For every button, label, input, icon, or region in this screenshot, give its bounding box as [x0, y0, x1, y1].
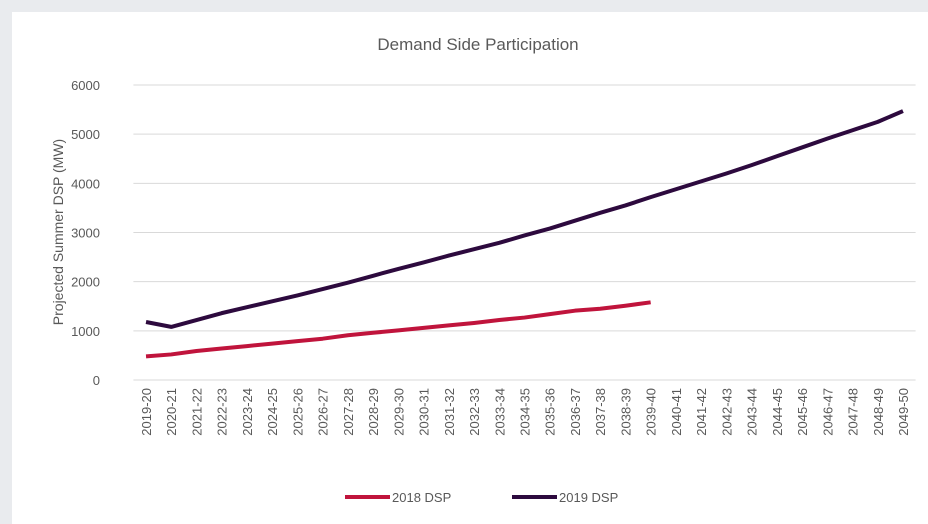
x-tick-label: 2037-38 [593, 388, 608, 436]
legend-label: 2018 DSP [392, 490, 451, 505]
y-tick-label: 2000 [71, 275, 100, 290]
x-tick-label: 2030-31 [417, 388, 432, 436]
x-tick-label: 2047-48 [846, 388, 861, 436]
x-tick-label: 2033-34 [492, 388, 507, 436]
x-tick-label: 2046-47 [820, 388, 835, 436]
x-tick-label: 2028-29 [366, 388, 381, 436]
x-tick-label: 2048-49 [871, 388, 886, 436]
x-tick-label: 2043-44 [745, 388, 760, 436]
x-tick-label: 2035-36 [543, 388, 558, 436]
x-tick-label: 2034-35 [518, 388, 533, 436]
x-tick-label: 2029-30 [391, 388, 406, 436]
x-tick-label: 2031-32 [442, 388, 457, 436]
legend-label: 2019 DSP [559, 490, 618, 505]
x-tick-label: 2024-25 [265, 388, 280, 436]
x-tick-label: 2038-39 [618, 388, 633, 436]
x-tick-label: 2042-43 [719, 388, 734, 436]
x-tick-label: 2044-45 [770, 388, 785, 436]
chart-title: Demand Side Participation [377, 35, 578, 54]
x-tick-label: 2020-21 [164, 388, 179, 436]
x-tick-label: 2021-22 [189, 388, 204, 436]
x-tick-label: 2041-42 [694, 388, 709, 436]
series-line [145, 300, 651, 359]
y-tick-label: 1000 [71, 324, 100, 339]
x-tick-label: 2045-46 [795, 388, 810, 436]
x-tick-label: 2049-50 [896, 388, 911, 436]
y-tick-label: 4000 [71, 176, 100, 191]
y-tick-label: 3000 [71, 226, 100, 241]
x-tick-label: 2036-37 [568, 388, 583, 436]
x-tick-label: 2026-27 [316, 388, 331, 436]
x-tick-label: 2022-23 [215, 388, 230, 436]
x-tick-label: 2019-20 [139, 388, 154, 436]
y-axis-label: Projected Summer DSP (MW) [50, 139, 66, 325]
x-tick-label: 2040-41 [669, 388, 684, 436]
chart-panel [12, 12, 928, 524]
x-tick-label: 2025-26 [290, 388, 305, 436]
series-line [145, 109, 904, 329]
x-tick-label: 2039-40 [644, 388, 659, 436]
x-tick-label: 2032-33 [467, 388, 482, 436]
y-tick-label: 6000 [71, 78, 100, 93]
y-tick-label: 5000 [71, 127, 100, 142]
y-tick-label: 0 [93, 373, 100, 388]
x-tick-label: 2023-24 [240, 388, 255, 436]
x-tick-label: 2027-28 [341, 388, 356, 436]
